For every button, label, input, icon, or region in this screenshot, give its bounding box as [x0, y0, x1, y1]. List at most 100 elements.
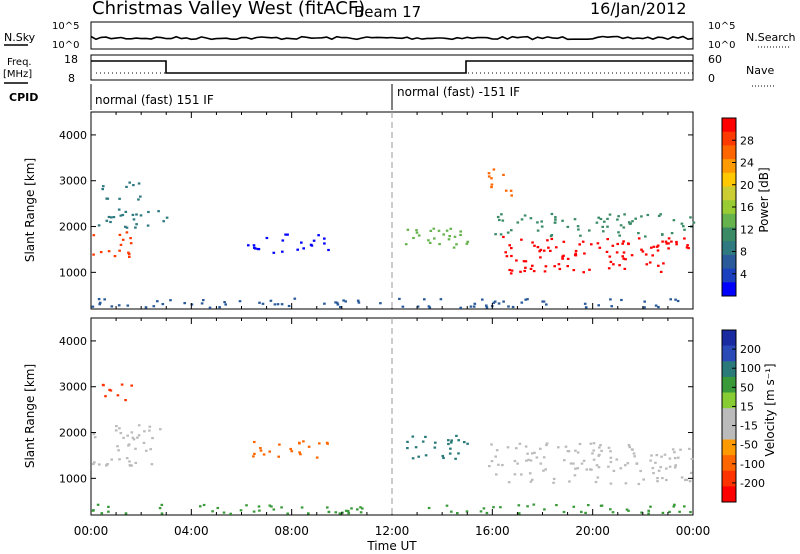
- vel-cell: [411, 435, 415, 438]
- vel-cell: [545, 442, 549, 445]
- power-cell: [129, 237, 132, 240]
- power-cell: [459, 233, 462, 237]
- nave-label: Nave: [746, 64, 774, 77]
- power-cell: [124, 210, 128, 213]
- vel-cell: [457, 439, 460, 442]
- vel-cell: [134, 447, 137, 450]
- power-cell: [453, 235, 457, 238]
- power-cell: [118, 233, 122, 236]
- vel-cell: [688, 447, 691, 450]
- power-cell: [572, 269, 576, 272]
- colorbar-tick-label: 4: [740, 268, 747, 281]
- vel-cell: [434, 441, 437, 444]
- colorbar-swatch: [722, 455, 736, 472]
- power-cell: [595, 221, 599, 224]
- vel-cell: [594, 480, 598, 484]
- noise-sky-label: N.Sky: [4, 31, 36, 44]
- velocity-y-ticks: 1000 2000 3000 4000: [59, 335, 693, 485]
- power-cell: [401, 305, 405, 308]
- vel-cell: [650, 454, 653, 457]
- freq-left-tick-high: 18: [64, 53, 78, 66]
- power-cell: [665, 242, 669, 245]
- power-cell: [597, 216, 600, 219]
- power-cell: [574, 254, 577, 257]
- vel-cell: [356, 508, 359, 511]
- noise-sky-line: [90, 35, 694, 41]
- power-cell: [524, 266, 527, 269]
- power-cell: [670, 240, 673, 243]
- power-cell: [609, 260, 613, 263]
- power-cell: [105, 219, 109, 222]
- noise-frame: [90, 21, 694, 50]
- vel-cell: [338, 512, 342, 515]
- vel-cell: [160, 503, 164, 506]
- vel-cell: [495, 449, 499, 452]
- power-cell: [539, 248, 543, 251]
- power-cell: [119, 243, 123, 246]
- power-cell: [157, 210, 160, 213]
- power-cell: [606, 238, 609, 241]
- vel-cell: [526, 505, 529, 508]
- power-cell: [561, 257, 564, 260]
- vel-cell: [647, 509, 650, 512]
- power-cell: [616, 242, 619, 246]
- colorbar-tick-label: 15: [740, 400, 754, 413]
- vel-cell: [673, 457, 677, 460]
- power-cell: [293, 297, 297, 300]
- colorbar-tick-label: 200: [740, 343, 761, 356]
- vel-cell: [532, 503, 536, 506]
- power-cell: [404, 243, 408, 246]
- power-cell: [631, 220, 634, 223]
- vel-cell: [118, 427, 121, 430]
- freq-label: Freq.: [7, 57, 32, 68]
- power-cell: [623, 213, 626, 216]
- power-cell: [561, 219, 564, 222]
- power-cell: [539, 256, 542, 259]
- power-cell: [312, 239, 316, 242]
- vel-cell: [424, 454, 428, 457]
- power-cell: [156, 300, 159, 303]
- power-cell: [520, 301, 524, 304]
- vel-cell: [159, 428, 162, 431]
- power-cell: [110, 216, 113, 219]
- power-cell: [502, 235, 505, 239]
- power-cell: [657, 214, 661, 217]
- vel-cell: [120, 383, 124, 386]
- colorbar-tick-label: 28: [740, 134, 754, 147]
- vel-cell: [262, 453, 266, 456]
- power-cell: [533, 244, 536, 247]
- vel-cell: [627, 509, 630, 512]
- power-cell: [448, 235, 451, 238]
- power-cell: [610, 305, 613, 308]
- vel-cell: [539, 447, 542, 450]
- vel-cell: [672, 505, 676, 508]
- power-cell: [540, 220, 543, 223]
- power-cell: [323, 302, 326, 305]
- power-cell: [619, 224, 623, 227]
- power-cell: [485, 304, 488, 307]
- vel-cell: [495, 473, 498, 476]
- power-cell: [509, 272, 513, 275]
- power-cell: [546, 239, 549, 242]
- colorbar-swatch: [722, 486, 736, 503]
- power-cell: [621, 255, 624, 258]
- power-cell: [107, 250, 111, 253]
- power-cell: [661, 240, 664, 243]
- power-cell: [659, 270, 663, 273]
- vel-cell: [91, 509, 95, 512]
- vel-cell: [526, 452, 529, 455]
- power-cell: [459, 230, 462, 233]
- vel-cell: [211, 510, 214, 513]
- power-cell: [545, 303, 548, 306]
- vel-cell: [131, 436, 135, 439]
- vel-cell: [598, 446, 601, 449]
- power-cell: [549, 235, 553, 238]
- power-cell: [492, 301, 496, 304]
- power-cell: [504, 251, 507, 254]
- velocity-colorbar: Velocity [m s⁻¹] 200 100 50 15 -15 -50 -100 -20…: [721, 329, 777, 503]
- vel-cell: [277, 455, 280, 458]
- x-tick-label: 12:00: [375, 524, 410, 538]
- power-cell: [469, 305, 473, 308]
- vel-cell: [665, 478, 668, 482]
- power-cell: [601, 225, 604, 228]
